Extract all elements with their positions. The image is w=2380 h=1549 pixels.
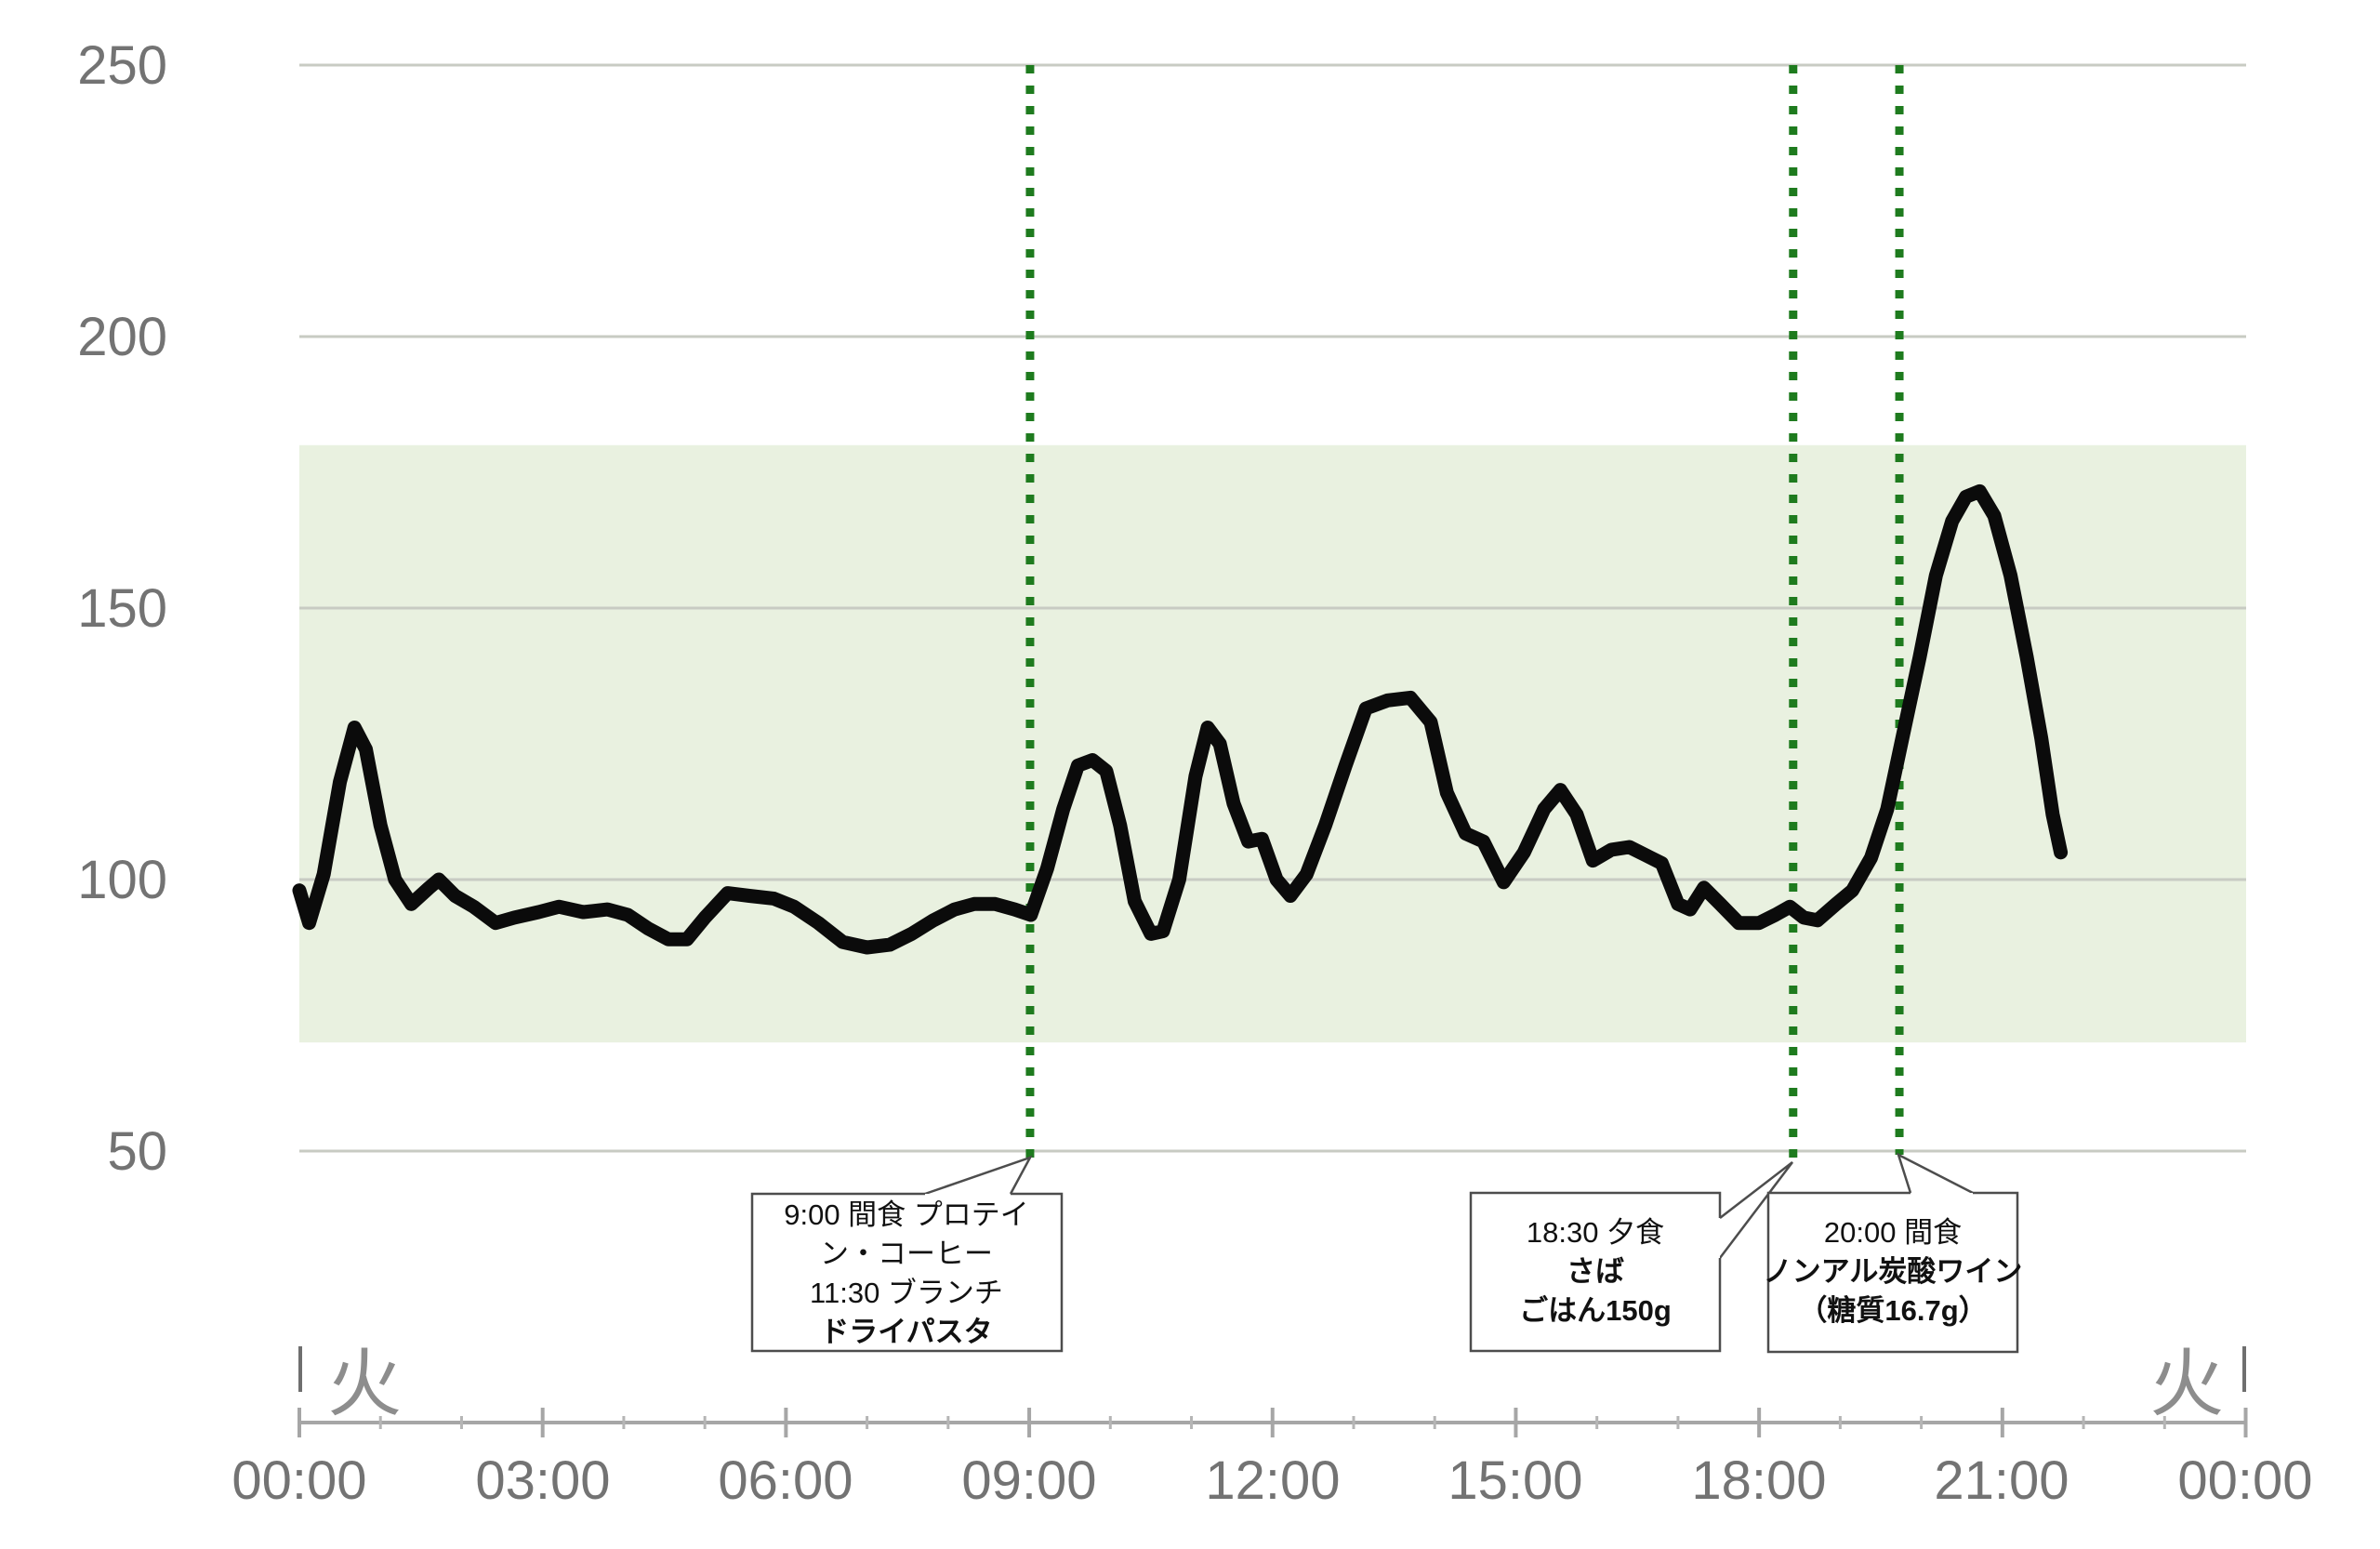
day-label-left: 火 (327, 1343, 402, 1425)
x-tick-label: 00:00 (231, 1450, 366, 1511)
day-label-right: 火 (2149, 1343, 2224, 1425)
y-tick-label: 150 (77, 578, 167, 639)
annotation-text-line: ドライパスタ (820, 1316, 992, 1348)
day-markers: 火 火 (298, 1343, 2246, 1425)
y-axis-labels: 250 200 150 100 50 (77, 35, 167, 1182)
x-tick-label: 15:00 (1448, 1450, 1582, 1511)
x-axis-ticks (298, 1408, 2248, 1437)
x-axis: 00:00 03:00 06:00 09:00 12:00 15:00 18:0… (231, 1408, 2313, 1511)
x-axis-labels: 00:00 03:00 06:00 09:00 12:00 15:00 18:0… (231, 1450, 2312, 1511)
callout-pointer (1896, 1152, 1974, 1195)
x-tick-label: 00:00 (2177, 1450, 2312, 1511)
annotation-text-line: （糖質16.7g） (1798, 1294, 1987, 1327)
annotation-text-line: 18:30 夕食 (1527, 1216, 1664, 1249)
callout-border (750, 1192, 1064, 1353)
annotation-text-line: 9:00 間食 プロテイ (784, 1198, 1029, 1231)
y-tick-label: 250 (77, 35, 167, 96)
callout-border (1766, 1191, 2019, 1354)
annotation-box-morning: 9:00 間食 プロテイ ン・コーヒー 11:30 ブランチ ドライパスタ (750, 1155, 1064, 1353)
y-tick-label: 200 (77, 307, 167, 367)
annotation-text-line: さば (1567, 1255, 1624, 1288)
x-tick-label: 06:00 (718, 1450, 853, 1511)
annotation-box-snack: 20:00 間食 ノンアル炭酸ワイン （糖質16.7g） (1764, 1152, 2023, 1354)
x-tick-label: 03:00 (475, 1450, 610, 1511)
y-tick-label: 100 (77, 850, 167, 910)
annotation-text-line: 20:00 間食 (1824, 1216, 1962, 1249)
callout-pointer (924, 1155, 1033, 1196)
annotation-text-line: ごはん150g (1519, 1294, 1672, 1327)
annotation-box-dinner: 18:30 夕食 さば ごはん150g (1469, 1161, 1793, 1353)
x-tick-label: 21:00 (1934, 1450, 2069, 1511)
glucose-trace (292, 483, 2069, 955)
target-range-band (299, 444, 2246, 1043)
x-tick-label: 18:00 (1691, 1450, 1826, 1511)
annotation-text-line: ノンアル炭酸ワイン (1764, 1255, 2023, 1288)
callout-pointer (1719, 1161, 1793, 1259)
x-tick-label: 12:00 (1205, 1450, 1340, 1511)
callout-border (1469, 1191, 1722, 1353)
glucose-line-series (292, 483, 2069, 955)
y-tick-label: 50 (107, 1121, 167, 1182)
meal-event-lines (1025, 65, 1904, 1162)
annotation-callouts: 9:00 間食 プロテイ ン・コーヒー 11:30 ブランチ ドライパスタ 18… (750, 1152, 2023, 1354)
annotation-text-line: ン・コーヒー (820, 1238, 993, 1270)
annotation-text-line: 11:30 ブランチ (810, 1277, 1003, 1309)
x-tick-label: 09:00 (961, 1450, 1096, 1511)
